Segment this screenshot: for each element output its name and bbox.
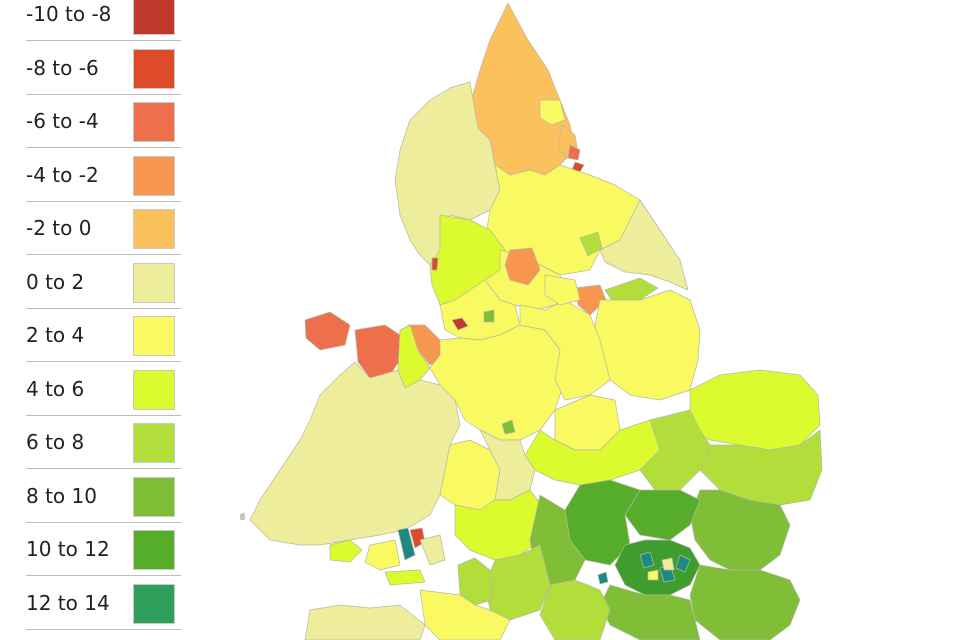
region-swansea-green[interactable] <box>329 539 363 563</box>
legend-label: -8 to -6 <box>26 55 99 80</box>
legend-label: 0 to 2 <box>26 269 85 294</box>
legend-label: -4 to -2 <box>26 162 99 187</box>
legend-label: -6 to -4 <box>26 109 99 133</box>
region-gwynedd[interactable] <box>354 324 401 379</box>
legend-divider <box>26 200 181 202</box>
legend-label: 4 to 6 <box>26 376 85 401</box>
legend-row: -4 to -2 <box>0 149 185 203</box>
region-cambridgeshire[interactable] <box>639 409 711 491</box>
legend-divider <box>26 93 181 95</box>
legend-divider <box>26 575 181 576</box>
region-manchester-red[interactable] <box>451 317 469 331</box>
region-somerset[interactable] <box>419 589 511 640</box>
legend-row: 12 to 14 <box>0 577 185 631</box>
region-york-green[interactable] <box>579 231 603 257</box>
legend-label: 10 to 12 <box>26 537 110 561</box>
legend-swatch <box>133 155 175 196</box>
legend-label: 2 to 4 <box>26 323 85 347</box>
legend-swatch <box>133 316 175 356</box>
region-doncaster[interactable] <box>574 284 607 316</box>
region-london-teal-3[interactable] <box>675 554 691 573</box>
legend-label: -10 to -8 <box>26 2 112 26</box>
legend-row: 6 to 8 <box>0 416 185 470</box>
region-hartlepool[interactable] <box>567 144 581 161</box>
legend-divider <box>26 40 181 41</box>
legend-row: 4 to 6 <box>0 363 185 417</box>
region-essex[interactable] <box>689 489 791 571</box>
legend-swatch <box>133 423 175 463</box>
region-suffolk[interactable] <box>699 429 823 506</box>
region-kent[interactable] <box>689 564 801 640</box>
legend-row: 10 to 12 <box>0 523 185 577</box>
legend-swatch <box>133 476 175 517</box>
region-herts[interactable] <box>624 489 701 541</box>
legend-divider <box>26 307 181 309</box>
region-london-yellow[interactable] <box>647 569 659 581</box>
region-london[interactable] <box>614 539 701 596</box>
region-anglesey[interactable] <box>304 311 351 351</box>
legend-row: -10 to -8 <box>0 0 185 42</box>
region-devon[interactable] <box>304 604 426 640</box>
legend-row: 0 to 2 <box>0 256 185 310</box>
legend-divider <box>26 468 181 469</box>
legend-row: -2 to 0 <box>0 202 185 256</box>
region-cardiff-teal[interactable] <box>397 527 416 561</box>
legend-row: 8 to 10 <box>0 470 185 524</box>
legend-divider <box>26 521 181 523</box>
region-london-teal-4[interactable] <box>597 571 609 585</box>
legend-divider <box>26 628 181 630</box>
legend-label: 12 to 14 <box>26 590 110 615</box>
region-blackpool[interactable] <box>431 257 439 271</box>
legend-swatch <box>133 48 175 89</box>
legend-divider <box>26 254 181 255</box>
region-manchester-green[interactable] <box>483 309 495 323</box>
legend-swatch <box>133 262 175 303</box>
legend-row: 2 to 4 <box>0 309 185 363</box>
legend-row: -8 to -6 <box>0 42 185 96</box>
legend-swatch <box>133 102 175 142</box>
legend-swatch <box>133 209 175 249</box>
legend-swatch <box>133 0 175 35</box>
legend-divider <box>26 361 181 362</box>
legend-label: 6 to 8 <box>26 430 85 454</box>
legend-swatch <box>133 583 175 624</box>
region-east-riding[interactable] <box>599 199 689 291</box>
legend-label: -2 to 0 <box>26 216 92 240</box>
region-london-teal-1[interactable] <box>639 551 655 569</box>
region-newcastle[interactable] <box>539 99 566 126</box>
region-birmingham-green[interactable] <box>501 419 516 435</box>
region-wales-main[interactable] <box>249 361 461 546</box>
legend-swatch <box>133 530 175 570</box>
region-vale-yellow[interactable] <box>364 539 401 571</box>
legend-row: -6 to -4 <box>0 95 185 149</box>
region-berkshire[interactable] <box>539 579 611 640</box>
legend-divider <box>26 414 181 416</box>
legend-label: 8 to 10 <box>26 483 97 508</box>
region-lincolnshire[interactable] <box>594 289 701 401</box>
region-london-light[interactable] <box>661 557 675 571</box>
region-sea-dot <box>239 512 246 521</box>
region-norfolk[interactable] <box>689 369 821 451</box>
region-sheffield-yellow[interactable] <box>544 274 581 306</box>
region-bristol-channel-green[interactable] <box>384 569 426 586</box>
region-newport[interactable] <box>419 534 446 566</box>
map-legend: -10 to -8 -8 to -6 -6 to -4 -4 to -2 -2 to 0… <box>0 0 185 630</box>
legend-swatch <box>133 369 175 410</box>
region-bradford[interactable] <box>504 247 541 286</box>
legend-divider <box>26 147 181 148</box>
